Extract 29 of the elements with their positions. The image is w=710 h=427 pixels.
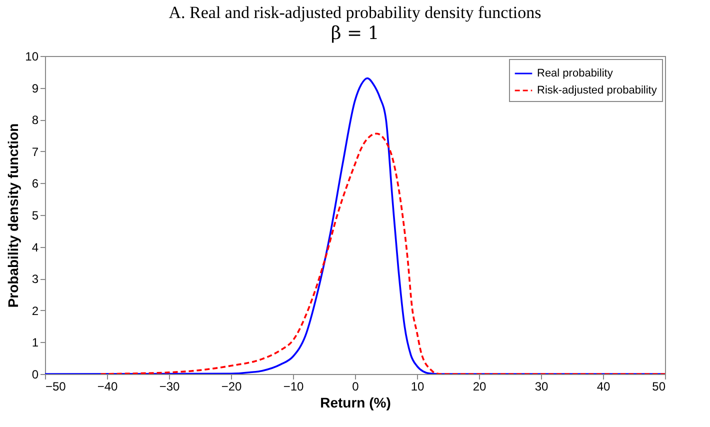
y-tick-label: 7 bbox=[32, 144, 39, 159]
legend-label: Real probability bbox=[537, 68, 614, 80]
line-series bbox=[100, 132, 665, 374]
x-tick-label: −50 bbox=[46, 380, 66, 394]
x-tick-label: −40 bbox=[97, 380, 118, 394]
chart-subtitle: β = 1 bbox=[330, 23, 380, 44]
y-tick-label: 4 bbox=[32, 240, 39, 254]
x-tick-label: −20 bbox=[221, 380, 242, 394]
y-tick-label: 9 bbox=[32, 81, 39, 96]
y-tick-label: 2 bbox=[32, 304, 39, 318]
y-tick-label: 6 bbox=[32, 176, 39, 191]
y-tick-label: 1 bbox=[32, 336, 39, 350]
x-tick-label: 10 bbox=[410, 380, 424, 394]
y-tick-label: 3 bbox=[32, 272, 39, 286]
x-tick-label: 20 bbox=[472, 380, 486, 394]
x-tick-label: 0 bbox=[352, 380, 360, 394]
chart-title: A. Real and risk-adjusted probability density functions bbox=[168, 3, 542, 22]
y-tick-label: 0 bbox=[32, 368, 39, 382]
x-tick-label: −30 bbox=[159, 380, 180, 394]
x-tick-label: 50 bbox=[652, 380, 666, 394]
y-tick-label: 8 bbox=[32, 113, 39, 128]
y-axis-title: Probability density function bbox=[5, 123, 22, 308]
x-axis-title: Return (%) bbox=[320, 394, 391, 410]
legend-label: Risk-adjusted probability bbox=[537, 84, 658, 96]
x-tick-label: −10 bbox=[283, 380, 304, 394]
y-tick-label: 5 bbox=[32, 208, 39, 222]
x-tick-label: 30 bbox=[534, 380, 548, 394]
x-tick-label: 40 bbox=[596, 380, 610, 394]
y-tick-label: 10 bbox=[25, 50, 39, 64]
